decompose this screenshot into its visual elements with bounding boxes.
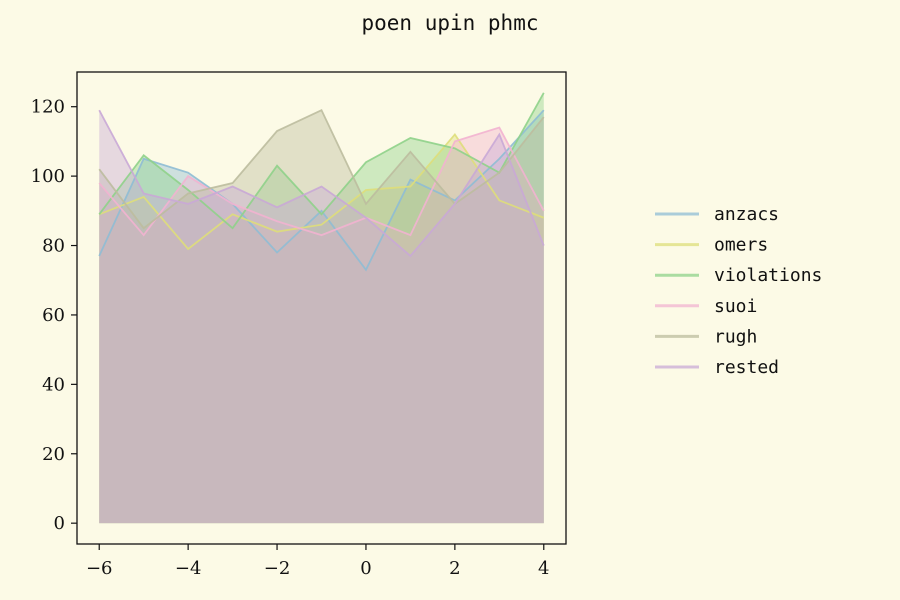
area-fill-suoi xyxy=(99,127,544,524)
area-fill-anzacs xyxy=(99,110,544,524)
series-line-violations xyxy=(98,92,545,230)
legend-label-omers: omers xyxy=(714,235,768,256)
y-tick-label: 20 xyxy=(42,444,65,465)
y-tick-label: 60 xyxy=(42,305,65,326)
area-fill-rested xyxy=(99,110,544,524)
x-tick-label: −6 xyxy=(86,558,113,579)
area-fill-rugh xyxy=(99,110,544,524)
series-line-anzacs xyxy=(98,109,545,272)
x-tick-label: −2 xyxy=(264,558,291,579)
y-axis: 0 20 40 60 80 100 120 xyxy=(31,97,77,534)
legend: anzacs omers violations suoi rugh rested xyxy=(655,204,822,378)
y-tick-label: 40 xyxy=(42,374,65,395)
x-tick-label: 0 xyxy=(360,558,371,579)
x-tick-label: 2 xyxy=(449,558,460,579)
y-tick-label: 80 xyxy=(42,236,65,257)
area-fill-omers xyxy=(99,134,544,524)
x-tick-label: −4 xyxy=(175,558,202,579)
legend-label-rested: rested xyxy=(714,357,779,378)
legend-label-violations: violations xyxy=(714,265,822,286)
area-fill-violations xyxy=(99,92,544,524)
series-line-rested xyxy=(98,109,545,258)
legend-label-suoi: suoi xyxy=(714,296,757,317)
series-line-suoi xyxy=(98,126,545,237)
legend-label-anzacs: anzacs xyxy=(714,204,779,225)
y-tick-label: 100 xyxy=(31,166,65,187)
y-tick-label: 120 xyxy=(31,97,65,118)
y-tick-label: 0 xyxy=(54,513,65,534)
x-tick-label: 4 xyxy=(538,558,549,579)
chart-title: poen upin phmc xyxy=(361,11,538,35)
x-axis: −6 −4 −2 0 2 4 xyxy=(86,544,549,579)
series-line-rugh xyxy=(98,108,545,230)
plot-frame xyxy=(76,71,567,545)
legend-label-rugh: rugh xyxy=(714,326,757,347)
series-areas xyxy=(98,92,545,524)
